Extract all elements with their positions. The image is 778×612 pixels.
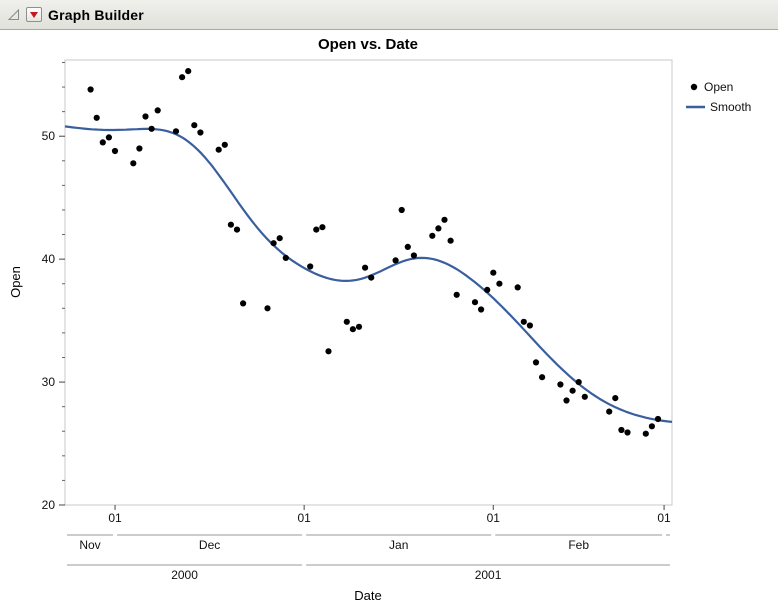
data-point[interactable]	[319, 224, 326, 231]
data-point[interactable]	[93, 114, 100, 121]
data-point[interactable]	[343, 318, 350, 325]
data-point[interactable]	[453, 291, 460, 298]
data-point[interactable]	[490, 269, 497, 276]
data-point[interactable]	[520, 318, 527, 325]
data-point[interactable]	[569, 387, 576, 394]
data-point[interactable]	[105, 134, 112, 141]
legend-marker-open-icon	[690, 83, 698, 91]
data-point[interactable]	[270, 240, 277, 247]
data-point[interactable]	[240, 300, 247, 307]
data-point[interactable]	[642, 430, 649, 437]
data-point[interactable]	[484, 286, 491, 293]
outline-title-bar: Graph Builder	[0, 0, 778, 30]
data-point[interactable]	[276, 235, 283, 242]
data-point[interactable]	[130, 160, 137, 167]
data-point[interactable]	[197, 129, 204, 136]
data-point[interactable]	[624, 429, 631, 436]
graph-svg: Open vs. Date 20 30 40 50 01 01 01 01 Nov Dec Jan F…	[8, 36, 751, 603]
chart-area: Open vs. Date 20 30 40 50 01 01 01 01 Nov Dec Jan F…	[0, 30, 778, 612]
legend-label-open[interactable]: Open	[704, 80, 733, 94]
data-point[interactable]	[185, 68, 192, 75]
data-point[interactable]	[392, 257, 399, 264]
data-point[interactable]	[441, 216, 448, 223]
y-tick-label: 30	[42, 375, 56, 389]
data-point[interactable]	[514, 284, 521, 291]
data-point[interactable]	[221, 141, 228, 148]
data-point[interactable]	[99, 139, 106, 146]
x-day-tick-label: 01	[108, 511, 122, 525]
data-point[interactable]	[233, 226, 241, 233]
data-point[interactable]	[532, 359, 540, 366]
chart-title: Open vs. Date	[318, 36, 418, 53]
data-point[interactable]	[478, 306, 485, 313]
data-point[interactable]	[142, 113, 149, 120]
data-point[interactable]	[368, 274, 375, 281]
month-label: Feb	[568, 538, 589, 552]
x-day-tick-label: 01	[297, 511, 311, 525]
data-point[interactable]	[111, 147, 119, 155]
data-point[interactable]	[355, 323, 363, 330]
month-label: Nov	[79, 538, 100, 552]
data-point[interactable]	[575, 379, 582, 386]
data-point[interactable]	[612, 395, 619, 402]
y-tick-label: 40	[42, 252, 56, 266]
data-point[interactable]	[539, 374, 546, 381]
legend: Open Smooth	[686, 80, 751, 114]
year-label: 2001	[475, 568, 502, 582]
legend-label-smooth[interactable]: Smooth	[710, 100, 751, 114]
data-point[interactable]	[563, 397, 570, 404]
data-point[interactable]	[618, 426, 625, 434]
data-point[interactable]	[172, 128, 180, 135]
red-triangle-menu-button[interactable]	[26, 7, 42, 22]
data-point[interactable]	[179, 74, 186, 81]
data-point[interactable]	[606, 408, 613, 415]
data-point[interactable]	[307, 263, 314, 270]
data-point[interactable]	[447, 237, 454, 244]
red-triangle-icon	[30, 11, 38, 18]
data-point[interactable]	[325, 348, 332, 355]
data-point[interactable]	[435, 225, 442, 232]
data-point[interactable]	[429, 232, 436, 239]
data-point[interactable]	[362, 264, 369, 271]
data-point[interactable]	[648, 423, 656, 430]
data-point[interactable]	[313, 226, 320, 233]
data-point[interactable]	[349, 326, 356, 333]
month-label: Dec	[199, 538, 220, 552]
x-day-tick-label: 01	[657, 511, 671, 525]
data-point[interactable]	[264, 305, 271, 312]
data-point[interactable]	[404, 243, 411, 250]
data-point[interactable]	[654, 415, 662, 423]
x-axis-title[interactable]: Date	[354, 588, 381, 603]
data-point[interactable]	[526, 322, 534, 329]
data-point[interactable]	[215, 146, 222, 153]
y-axis-title[interactable]: Open	[8, 266, 23, 298]
data-point[interactable]	[410, 252, 417, 259]
data-point[interactable]	[557, 381, 564, 388]
x-day-tick-label: 01	[487, 511, 501, 525]
data-point[interactable]	[148, 125, 155, 132]
data-point[interactable]	[496, 280, 503, 287]
window-title: Graph Builder	[48, 6, 144, 23]
data-point[interactable]	[282, 254, 289, 261]
data-point[interactable]	[191, 122, 198, 129]
y-tick-label: 50	[42, 129, 56, 143]
data-point[interactable]	[581, 393, 588, 400]
data-point[interactable]	[87, 86, 94, 93]
plot-area[interactable]	[64, 59, 673, 506]
y-tick-label: 20	[42, 498, 56, 512]
disclosure-triangle-icon[interactable]	[8, 8, 20, 21]
year-label: 2000	[171, 568, 198, 582]
month-label: Jan	[389, 538, 408, 552]
data-point[interactable]	[154, 107, 161, 114]
data-point[interactable]	[471, 299, 479, 306]
data-point[interactable]	[398, 206, 405, 214]
data-point[interactable]	[136, 145, 143, 152]
data-point[interactable]	[227, 221, 234, 228]
